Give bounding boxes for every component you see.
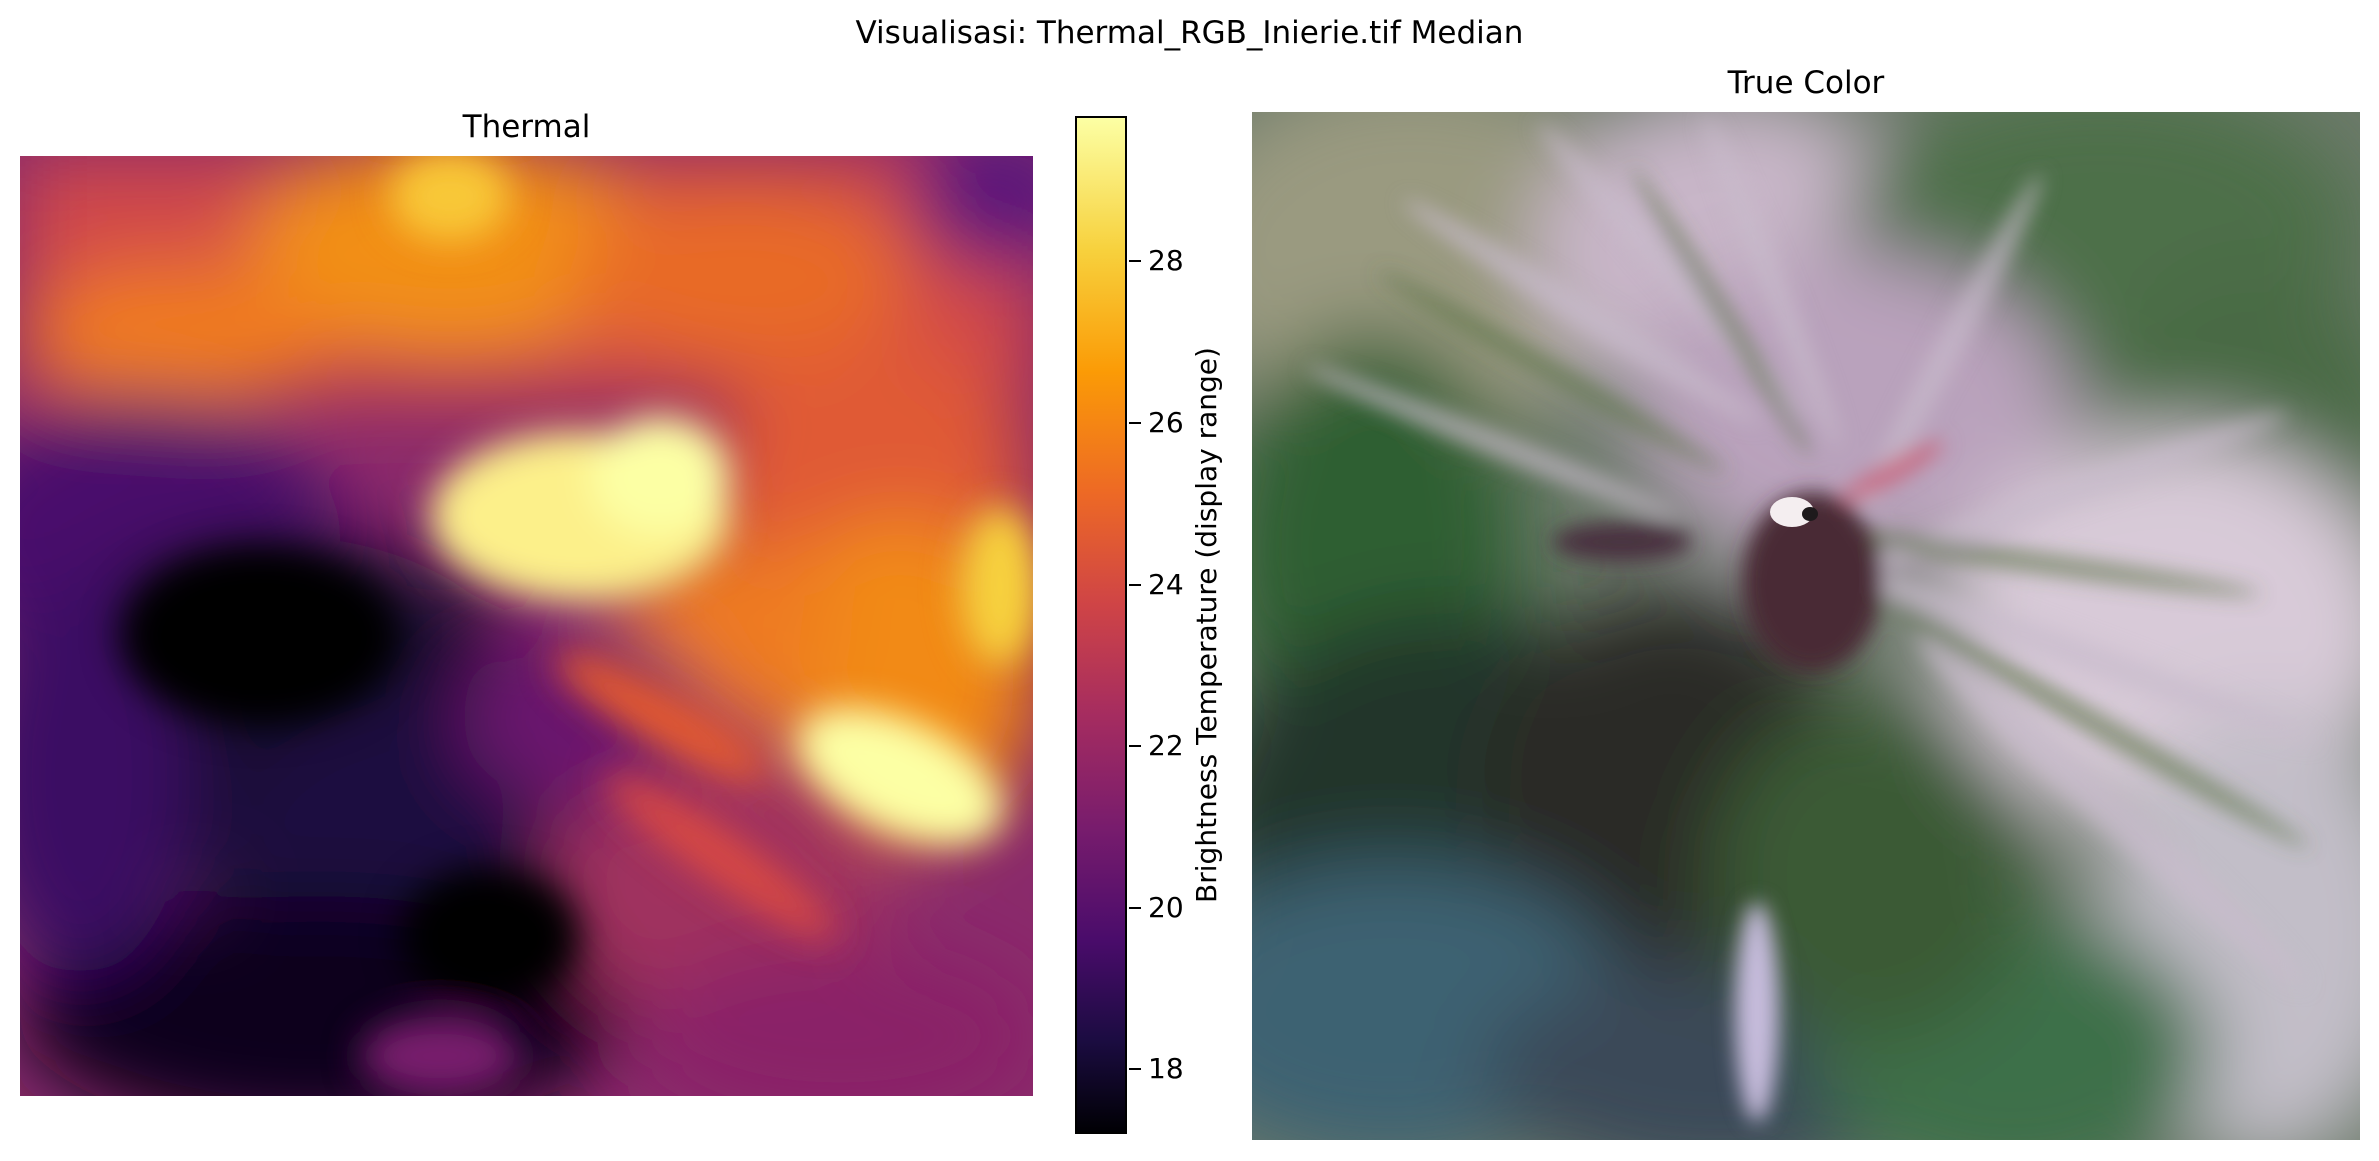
colorbar: [1075, 116, 1127, 1134]
thermal-image: [20, 156, 1033, 1096]
true-color-panel-title: True Color: [1727, 65, 1885, 101]
thermal-panel-title: Thermal: [462, 109, 591, 145]
colorbar-tick: [1129, 422, 1141, 425]
colorbar-label: Brightness Temperature (display range): [1190, 347, 1223, 903]
colorbar-tick: [1129, 745, 1141, 748]
colorbar-tick-label: 20: [1148, 890, 1184, 924]
true-color-image: [1252, 112, 2360, 1140]
colorbar-tick: [1129, 583, 1141, 586]
colorbar-tick-label: 22: [1148, 729, 1184, 763]
colorbar-tick: [1129, 260, 1141, 263]
colorbar-tick: [1129, 1068, 1141, 1071]
colorbar-tick: [1129, 906, 1141, 909]
colorbar-tick-label: 24: [1148, 567, 1184, 601]
crater-highlight: [1770, 497, 1814, 527]
thermal-heatmap: [20, 156, 1033, 1096]
true-color-satellite-image: [1252, 112, 2360, 1140]
colorbar-tick-label: 28: [1148, 244, 1184, 278]
figure-title: Visualisasi: Thermal_RGB_Inierie.tif Med…: [855, 15, 1524, 51]
colorbar-tick-label: 26: [1148, 406, 1184, 440]
colorbar-tick-label: 18: [1148, 1052, 1184, 1086]
